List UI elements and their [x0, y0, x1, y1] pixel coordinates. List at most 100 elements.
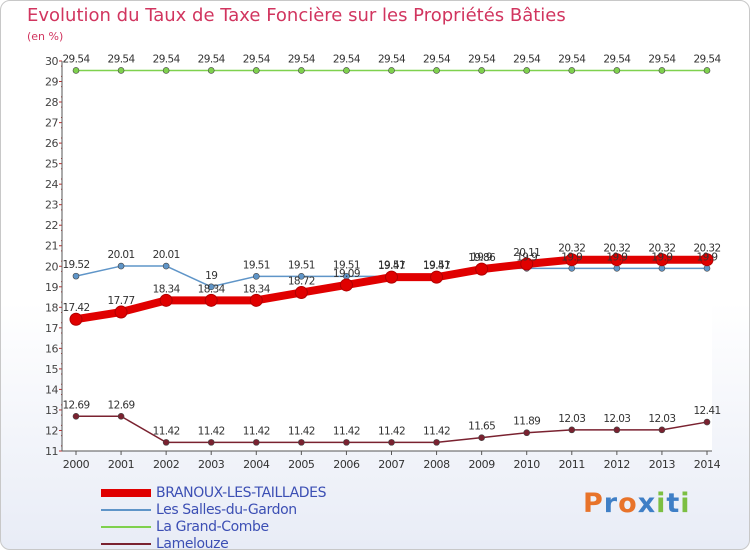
data-point — [655, 253, 669, 267]
data-label: 12.03 — [603, 413, 630, 425]
data-point — [298, 273, 305, 280]
data-point — [69, 312, 83, 326]
data-label: 18.34 — [153, 283, 181, 295]
data-label: 29.54 — [153, 53, 181, 65]
data-label: 19.51 — [243, 259, 270, 271]
data-label: 29.54 — [108, 53, 136, 65]
data-point — [703, 67, 711, 74]
legend-label: BRANOUX-LES-TAILLADES — [156, 485, 327, 501]
data-point — [520, 257, 534, 271]
data-point — [658, 426, 666, 434]
data-point — [114, 305, 128, 319]
data-label: 19.51 — [423, 259, 450, 271]
data-point — [207, 67, 215, 74]
data-label: 11.42 — [198, 425, 225, 437]
data-label: 12.03 — [558, 413, 585, 425]
data-point — [207, 283, 215, 291]
data-point — [703, 265, 711, 272]
legend-swatch — [101, 489, 151, 497]
data-label: 19.9 — [697, 251, 718, 263]
data-label: 29.54 — [693, 53, 721, 65]
data-point — [568, 426, 576, 434]
y-tick-label: 28 — [45, 96, 58, 109]
data-point — [523, 67, 531, 74]
logo-letter: P — [583, 488, 604, 519]
data-label: 29.54 — [513, 53, 541, 65]
data-label: 20.11 — [513, 247, 540, 259]
data-label: 29.54 — [378, 53, 406, 65]
data-point — [117, 413, 125, 420]
y-tick-label: 18 — [45, 301, 58, 314]
proxiti-logo: Proxiti — [583, 488, 691, 519]
data-point — [298, 439, 305, 446]
data-point — [252, 67, 260, 74]
data-point — [700, 253, 714, 267]
data-label: 18.34 — [243, 283, 271, 295]
data-label: 19.9 — [471, 251, 492, 263]
data-label: 19.51 — [333, 259, 360, 271]
data-label: 20.32 — [693, 243, 720, 255]
data-label: 17.77 — [108, 295, 135, 307]
data-label: 11.42 — [333, 425, 360, 437]
data-point — [478, 67, 485, 74]
y-tick-label: 11 — [45, 445, 58, 458]
data-point — [298, 67, 305, 74]
data-label: 29.54 — [603, 53, 631, 65]
y-tick-label: 24 — [45, 178, 58, 191]
x-tick-label: 2005 — [288, 458, 315, 471]
data-label: 12.03 — [648, 413, 675, 425]
x-tick-label: 2000 — [63, 458, 90, 471]
legend-swatch — [101, 543, 151, 545]
data-point — [207, 439, 215, 446]
x-tick-label: 2011 — [559, 458, 585, 471]
data-label: 29.54 — [198, 53, 226, 65]
data-point — [162, 262, 170, 270]
x-tick-label: 2013 — [649, 458, 676, 471]
y-tick-label: 12 — [45, 424, 58, 437]
y-tick-label: 30 — [45, 55, 58, 68]
data-point — [343, 439, 350, 446]
x-tick-label: 2010 — [514, 458, 541, 471]
x-tick-label: 2002 — [153, 458, 179, 471]
data-label: 19.47 — [378, 260, 405, 272]
data-label: 11.65 — [468, 421, 495, 433]
y-tick-label: 26 — [45, 137, 58, 150]
data-label: 29.54 — [558, 53, 586, 65]
data-label: 12.41 — [693, 405, 720, 417]
y-tick-label: 23 — [45, 199, 58, 212]
data-label: 11.42 — [153, 425, 180, 437]
data-point — [249, 293, 263, 307]
y-tick-label: 25 — [45, 158, 58, 171]
data-label: 20.01 — [108, 249, 135, 261]
y-tick-label: 22 — [45, 219, 58, 232]
data-point — [523, 429, 531, 437]
logo-letter: i — [656, 488, 667, 519]
data-point — [568, 67, 576, 74]
y-tick-label: 20 — [45, 260, 58, 273]
data-point — [72, 272, 80, 280]
data-point — [343, 67, 350, 74]
data-point — [475, 262, 489, 276]
data-label: 19.9 — [516, 251, 537, 263]
data-point — [478, 434, 485, 441]
data-label: 19.9 — [606, 251, 627, 263]
data-point — [658, 67, 666, 74]
legend-label: Lamelouze — [156, 536, 229, 550]
data-point — [388, 67, 395, 74]
data-label: 29.54 — [288, 53, 316, 65]
data-label: 20.32 — [648, 243, 675, 255]
x-tick-label: 2009 — [468, 458, 495, 471]
data-label: 20.32 — [603, 243, 630, 255]
data-point — [117, 262, 125, 270]
data-label: 19.86 — [468, 252, 496, 264]
data-label: 12.69 — [108, 399, 135, 411]
data-label: 11.42 — [243, 425, 270, 437]
data-label: 19.52 — [62, 259, 89, 271]
data-label: 29.54 — [423, 53, 451, 65]
data-point — [658, 265, 666, 272]
data-label: 19 — [205, 270, 217, 282]
data-point — [388, 439, 395, 446]
y-tick-label: 16 — [45, 342, 58, 355]
x-tick-label: 2012 — [604, 458, 630, 471]
data-point — [252, 439, 260, 446]
